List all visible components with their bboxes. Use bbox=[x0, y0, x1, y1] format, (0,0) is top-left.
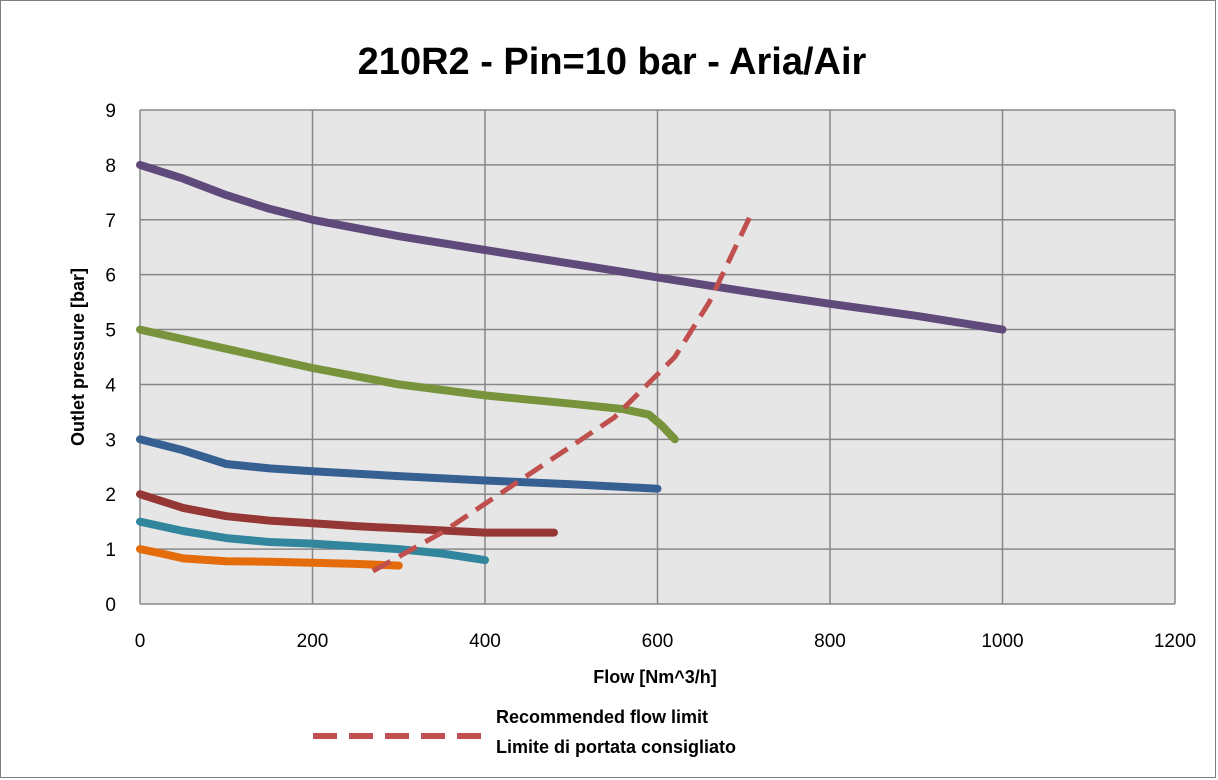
series-line-6 bbox=[136, 545, 403, 570]
recommended-flow-limit-line bbox=[371, 210, 755, 574]
y-tick-label: 7 bbox=[105, 211, 116, 232]
y-tick-label: 4 bbox=[105, 375, 116, 396]
x-tick-label: 200 bbox=[297, 631, 329, 652]
y-tick-label: 1 bbox=[105, 540, 116, 561]
x-tick-label: 600 bbox=[642, 631, 674, 652]
legend-label-line2: Limite di portata consigliato bbox=[496, 737, 736, 757]
y-tick-label: 8 bbox=[105, 156, 116, 177]
x-tick-label: 1200 bbox=[1154, 631, 1196, 652]
series-line-1 bbox=[136, 160, 1007, 334]
legend: Recommended flow limit Limite di portata… bbox=[313, 707, 736, 757]
series-layer bbox=[136, 160, 1007, 574]
x-axis-label: Flow [Nm^3/h] bbox=[593, 667, 717, 687]
x-tick-label: 800 bbox=[814, 631, 846, 652]
x-tick-label: 0 bbox=[135, 631, 146, 652]
chart-title: 210R2 - Pin=10 bar - Aria/Air bbox=[358, 41, 867, 83]
y-tick-label: 2 bbox=[105, 485, 116, 506]
y-tick-label: 3 bbox=[105, 430, 116, 451]
y-tick-label: 0 bbox=[105, 595, 116, 616]
series-line-4 bbox=[136, 490, 558, 537]
legend-label-line1: Recommended flow limit bbox=[496, 707, 708, 727]
y-tick-label: 5 bbox=[105, 321, 116, 342]
grid-lines bbox=[139, 109, 1176, 605]
y-tick-label: 6 bbox=[105, 266, 116, 287]
series-line-2 bbox=[136, 325, 679, 444]
y-axis-label: Outlet pressure [bar] bbox=[68, 268, 88, 446]
y-tick-label: 9 bbox=[105, 101, 116, 122]
tick-labels: 0 200 400 600 800 1000 1200 0 1 2 3 4 5 6 7 8 9 bbox=[105, 101, 1196, 652]
x-tick-label: 400 bbox=[469, 631, 501, 652]
series-line-5 bbox=[136, 517, 489, 565]
series-line-3 bbox=[136, 435, 662, 493]
x-tick-label: 1000 bbox=[981, 631, 1023, 652]
